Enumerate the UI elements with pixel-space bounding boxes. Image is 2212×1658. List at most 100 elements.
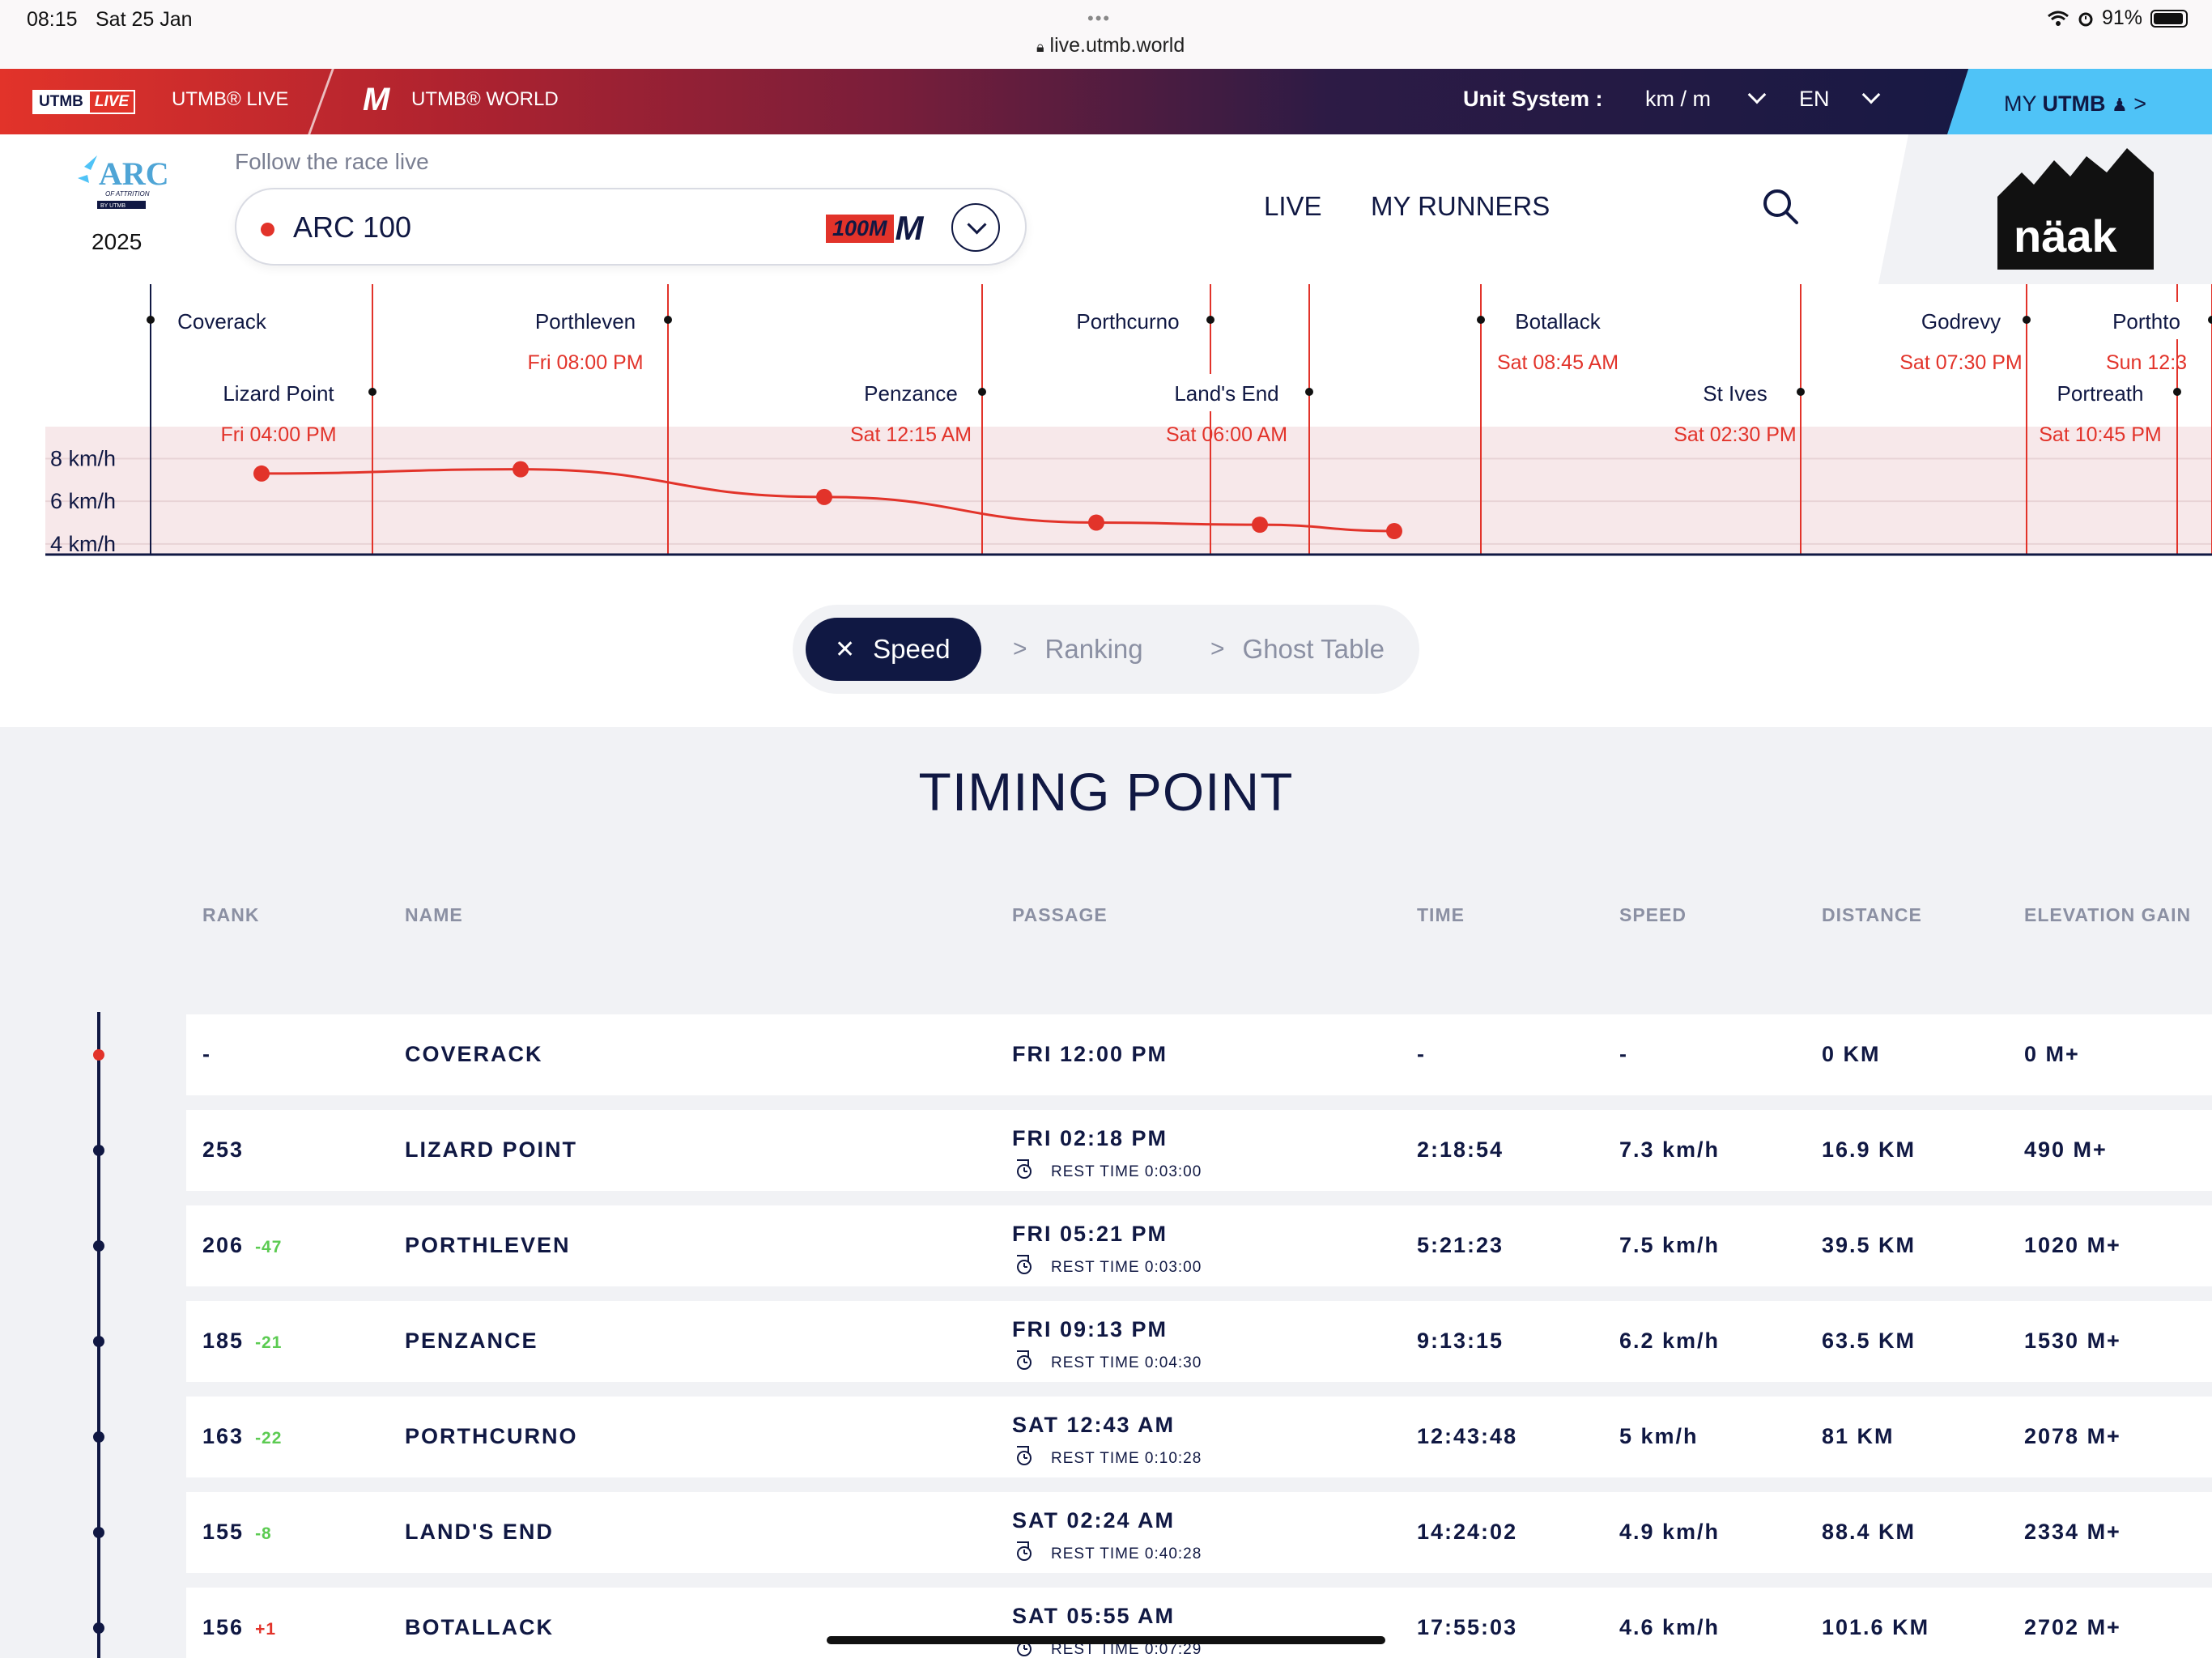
rank-cell: 155 -8 — [202, 1520, 272, 1545]
logo-utmb-text: UTMB — [32, 90, 90, 114]
elapsed-time: - — [1417, 1042, 1426, 1066]
race-selector[interactable]: ARC 100 100M M — [235, 188, 1027, 266]
rank-value: 253 — [202, 1137, 245, 1162]
speed-value: 4.9 km/h — [1619, 1520, 1721, 1544]
checkpoint-time: Sat 02:30 PM — [1674, 423, 1796, 446]
checkpoint-dot — [2208, 316, 2212, 324]
more-dots-icon[interactable]: ••• — [1087, 8, 1112, 28]
column-header-name: NAME — [405, 904, 463, 925]
y-tick-label: 4 km/h — [50, 532, 116, 556]
naak-logo[interactable]: näak — [1997, 148, 2154, 270]
rank-value: 206 — [202, 1233, 245, 1257]
tab-ghost-table[interactable]: > Ghost Table — [1210, 618, 1385, 681]
follow-label: Follow the race live — [235, 149, 429, 174]
chevron-down-icon[interactable] — [951, 203, 1000, 252]
chart-plot-area — [45, 427, 2212, 555]
rest-time: REST TIME 0:40:28 — [1051, 1545, 1202, 1562]
checkpoint-label-box — [1907, 302, 2015, 339]
language-select[interactable]: EN — [1799, 87, 1830, 111]
column-header-elevation: ELEVATION GAIN — [2024, 904, 2192, 925]
timeline-dot — [93, 1049, 104, 1061]
elevation-value: 2702 M+ — [2024, 1615, 2121, 1639]
unit-chevron-down-icon[interactable] — [1747, 85, 1767, 104]
passage-time: FRI 05:21 PM — [1012, 1222, 1168, 1246]
rank-delta: -8 — [255, 1524, 272, 1543]
alarm-icon — [2078, 12, 2093, 26]
table-row[interactable]: 253 LIZARD POINT FRI 02:18 PM REST TIME 0:0… — [186, 1110, 2212, 1191]
utmb-world-m-icon[interactable]: M — [363, 82, 390, 117]
search-icon[interactable] — [1761, 187, 1800, 226]
checkpoint-dot — [147, 316, 155, 324]
distance-value: 0 KM — [1822, 1042, 1881, 1066]
section-title: TIMING POINT — [918, 762, 1294, 822]
unit-system-select[interactable]: km / m — [1645, 87, 1711, 111]
table-row[interactable]: 155 -8 LAND'S END SAT 02:24 AM REST TIME 0:4… — [186, 1492, 2212, 1573]
checkpoint-name: COVERACK — [405, 1042, 543, 1066]
checkpoint-label-box — [1057, 302, 1199, 339]
checkpoint-dot — [1206, 316, 1214, 324]
home-indicator — [827, 1636, 1385, 1644]
status-date: Sat 25 Jan — [96, 8, 193, 31]
table-row[interactable]: 185 -21 PENZANCE FRI 09:13 PM REST TIME 0:04… — [186, 1301, 2212, 1382]
checkpoint-label-box — [514, 302, 657, 339]
status-indicators: 91% — [2047, 6, 2188, 30]
utmb-world-link[interactable]: UTMB® WORLD — [411, 88, 559, 110]
rank-value: 156 — [202, 1615, 245, 1639]
address-bar[interactable]: 🔒︎ live.utmb.world — [1036, 34, 1185, 57]
checkpoint-label-box — [1155, 374, 1298, 411]
checkpoint-time: Sat 10:45 PM — [2039, 423, 2161, 446]
utmb-live-link[interactable]: UTMB® LIVE — [172, 88, 289, 110]
utmb-live-logo[interactable]: UTMB LIVE — [32, 90, 136, 114]
elapsed-time: 2:18:54 — [1417, 1137, 1504, 1162]
distance-value: 81 KM — [1822, 1424, 1895, 1448]
checkpoint-label-box — [1492, 302, 1623, 339]
unit-system-label: Unit System : — [1463, 87, 1603, 111]
svg-text:ARC: ARC — [99, 155, 169, 192]
speed-value: 4.6 km/h — [1619, 1615, 1721, 1639]
checkpoint-dot — [1797, 388, 1805, 396]
checkpoint-time: Fri 08:00 PM — [527, 351, 643, 374]
passage-time: SAT 12:43 AM — [1012, 1413, 1176, 1437]
table-row[interactable]: 156 +1 BOTALLACK SAT 05:55 AM REST TIME 0:07… — [186, 1588, 2212, 1658]
tab-speed[interactable]: ✕ Speed — [806, 618, 981, 681]
checkpoint-time: Sat 12:15 AM — [850, 423, 972, 446]
my-utmb-button[interactable]: MY UTMB ♟ > — [1947, 69, 2212, 134]
checkpoint-dot — [2173, 388, 2181, 396]
timeline-dot — [93, 1622, 104, 1634]
rest-time-icon — [1017, 1159, 1032, 1179]
race-name: ARC 100 — [293, 210, 412, 244]
speed-value: 7.5 km/h — [1619, 1233, 1721, 1257]
checkpoint-dot — [368, 388, 376, 396]
language-chevron-down-icon[interactable] — [1861, 85, 1881, 104]
tab-ranking[interactable]: > Ranking — [1013, 618, 1143, 681]
arc-of-attrition-logo[interactable]: ARC OF ATTRITION BY UTMB — [73, 151, 170, 215]
speed-value: - — [1619, 1042, 1628, 1066]
passage-time: SAT 02:24 AM — [1012, 1508, 1176, 1533]
checkpoint-time: Sat 06:00 AM — [1166, 423, 1287, 446]
tab-speed-label: Speed — [873, 634, 951, 664]
elevation-value: 2334 M+ — [2024, 1520, 2121, 1544]
checkpoint-dot — [1477, 316, 1485, 324]
checkpoint-time: Sat 08:45 AM — [1497, 351, 1619, 374]
checkpoint-name: PORTHLEVEN — [405, 1233, 571, 1257]
checkpoint-name: Godrevy — [1921, 309, 2001, 334]
checkpoint-label-box — [851, 374, 971, 411]
table-row[interactable]: 206 -47 PORTHLEVEN FRI 05:21 PM REST TIME 0:… — [186, 1205, 2212, 1286]
table-row[interactable]: - COVERACK FRI 12:00 PM - - 0 KM 0 M+ — [186, 1014, 2212, 1095]
checkpoint-dot — [978, 388, 986, 396]
speed-value: 6.2 km/h — [1619, 1329, 1721, 1353]
checkpoint-dot — [2023, 316, 2031, 324]
nav-live[interactable]: LIVE — [1264, 191, 1322, 221]
checkpoint-name: Lizard Point — [223, 381, 334, 406]
checkpoint-name: Porthleven — [535, 309, 636, 334]
rest-time-icon — [1017, 1350, 1032, 1370]
distance-value: 63.5 KM — [1822, 1329, 1916, 1353]
my-utmb-prefix: MY — [2004, 91, 2037, 116]
svg-text:BY UTMB: BY UTMB — [100, 203, 125, 209]
passage-time: FRI 09:13 PM — [1012, 1317, 1168, 1341]
table-row[interactable]: 163 -22 PORTHCURNO SAT 12:43 AM REST TIME 0:… — [186, 1397, 2212, 1477]
timeline-line — [97, 1012, 100, 1658]
rank-cell: 156 +1 — [202, 1615, 276, 1640]
nav-my-runners[interactable]: MY RUNNERS — [1371, 191, 1551, 221]
passage-time: FRI 12:00 PM — [1012, 1042, 1168, 1066]
